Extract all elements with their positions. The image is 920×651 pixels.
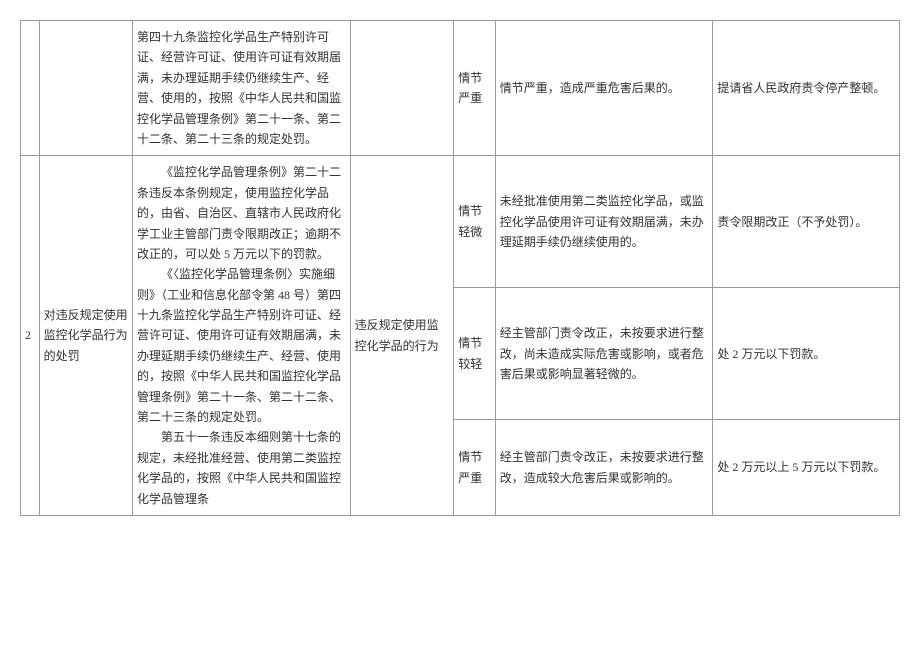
cell-severity: 情节严重: [454, 21, 495, 156]
cell-penalty: 责令限期改正（不予处罚）。: [713, 156, 900, 288]
cell-circumstance: 未经批准使用第二类监控化学品，或监控化学品使用许可证有效期届满，未办理延期手续仍…: [495, 156, 713, 288]
cell-severity: 情节严重: [454, 420, 495, 516]
cell-index: 2: [21, 156, 40, 516]
cell-circumstance: 情节严重，造成严重危害后果的。: [495, 21, 713, 156]
cell-circumstance: 经主管部门责令改正，未按要求进行整改，造成较大危害后果或影响的。: [495, 420, 713, 516]
cell-basis: 《监控化学品管理条例》第二十二条违反本条例规定，使用监控化学品的，由省、自治区、…: [132, 156, 350, 516]
table-row: 第四十九条监控化学品生产特别许可证、经营许可证、使用许可证有效期届满，未办理延期…: [21, 21, 900, 156]
cell-violation: [350, 21, 454, 156]
cell-penalty: 处 2 万元以下罚款。: [713, 288, 900, 420]
cell-penalty: 处 2 万元以上 5 万元以下罚款。: [713, 420, 900, 516]
cell-basis: 第四十九条监控化学品生产特别许可证、经营许可证、使用许可证有效期届满，未办理延期…: [132, 21, 350, 156]
table-row: 2 对违反规定使用监控化学品行为的处罚 《监控化学品管理条例》第二十二条违反本条…: [21, 156, 900, 288]
regulation-table: 第四十九条监控化学品生产特别许可证、经营许可证、使用许可证有效期届满，未办理延期…: [20, 20, 900, 516]
cell-circumstance: 经主管部门责令改正，未按要求进行整改，尚未造成实际危害或影响，或者危害后果或影响…: [495, 288, 713, 420]
cell-index: [21, 21, 40, 156]
cell-violation: 违反规定使用监控化学品的行为: [350, 156, 454, 516]
cell-basis-p2: 《〈监控化学品管理条例〉实施细则》（工业和信息化部令第 48 号）第四十九条监控…: [137, 264, 346, 427]
cell-name: 对违反规定使用监控化学品行为的处罚: [39, 156, 132, 516]
cell-basis-p3: 第五十一条违反本细则第十七条的规定，未经批准经营、使用第二类监控化学品的，按照《…: [137, 427, 346, 509]
cell-basis-p1: 《监控化学品管理条例》第二十二条违反本条例规定，使用监控化学品的，由省、自治区、…: [137, 162, 346, 264]
cell-severity: 情节轻微: [454, 156, 495, 288]
cell-name: [39, 21, 132, 156]
cell-severity: 情节较轻: [454, 288, 495, 420]
cell-penalty: 提请省人民政府责令停产整顿。: [713, 21, 900, 156]
